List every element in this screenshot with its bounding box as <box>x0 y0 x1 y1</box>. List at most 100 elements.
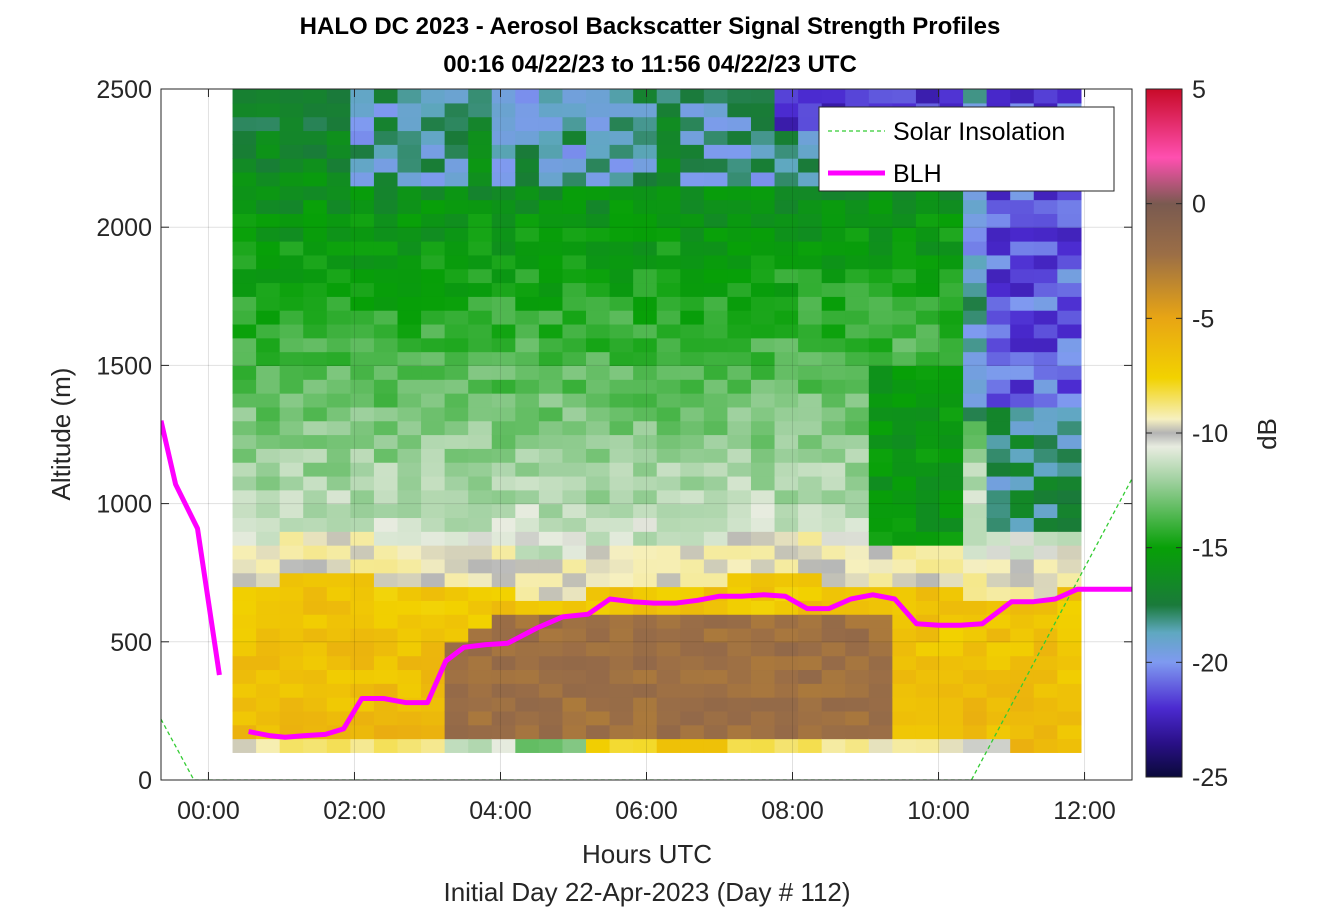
heatmap-cell <box>727 241 752 256</box>
heatmap-cell <box>256 503 281 519</box>
heatmap-cell <box>1010 489 1035 505</box>
heatmap-cell <box>680 641 705 657</box>
heatmap-cell <box>421 614 446 629</box>
heatmap-cell <box>562 738 587 753</box>
heatmap-cell <box>915 213 941 228</box>
heatmap-cell <box>1057 558 1082 574</box>
heatmap-cell <box>986 420 1011 436</box>
heatmap-cell <box>609 697 634 712</box>
heatmap-cell <box>515 558 540 574</box>
heatmap-cell <box>892 282 917 297</box>
heatmap-cell <box>892 227 917 242</box>
heatmap-cell <box>986 213 1011 228</box>
heatmap-cell <box>562 420 587 436</box>
heatmap-cell <box>703 627 729 643</box>
heatmap-cell <box>656 213 681 228</box>
heatmap-cell <box>915 710 941 726</box>
heatmap-cell <box>821 268 846 284</box>
heatmap-cell <box>421 241 446 256</box>
heatmap-cell <box>491 282 516 297</box>
heatmap-cell <box>868 227 893 242</box>
heatmap-cell <box>680 254 705 270</box>
heatmap-cell <box>1057 213 1082 228</box>
heatmap-cell <box>845 379 870 394</box>
heatmap-cell <box>421 116 446 132</box>
heatmap-cell <box>656 724 681 740</box>
heatmap-cell <box>232 89 257 104</box>
heatmap-cell <box>279 185 304 201</box>
heatmap-cell <box>373 351 399 366</box>
heatmap-cell <box>1057 351 1082 366</box>
heatmap-cell <box>633 669 658 684</box>
heatmap-cell <box>703 710 729 726</box>
heatmap-cell <box>1033 517 1058 532</box>
heatmap-cell <box>845 531 870 546</box>
heatmap-cell <box>939 724 964 740</box>
heatmap-cell <box>986 351 1011 366</box>
heatmap-cell <box>1033 627 1058 643</box>
x-tick-label: 06:00 <box>615 797 678 825</box>
heatmap-cell <box>680 489 705 505</box>
heatmap-cell <box>609 199 634 214</box>
heatmap-cell <box>562 489 587 505</box>
heatmap-cell <box>373 614 399 629</box>
heatmap-cell <box>939 738 964 753</box>
heatmap-cell <box>350 558 375 574</box>
heatmap-cell <box>397 558 422 574</box>
colorbar: 50-5-10-15-20-25 dB <box>1145 76 1282 792</box>
heatmap-cell <box>350 254 375 270</box>
heatmap-cell <box>303 393 328 408</box>
heatmap-cell <box>515 586 540 601</box>
heatmap-cell <box>845 503 870 519</box>
heatmap-cell <box>491 102 516 118</box>
heatmap-cell <box>1057 572 1082 588</box>
heatmap-cell <box>397 199 422 214</box>
heatmap-cell <box>633 323 658 339</box>
heatmap-cell <box>1057 489 1082 505</box>
heatmap-cell <box>656 462 681 477</box>
heatmap-cell <box>845 393 870 408</box>
legend[interactable]: Solar Insolation BLH <box>818 106 1115 192</box>
heatmap-cell <box>703 296 729 311</box>
y-tick-label: 2500 <box>96 76 152 104</box>
heatmap-cell <box>326 144 351 159</box>
heatmap-cell <box>892 448 917 463</box>
heatmap-cell <box>868 199 893 214</box>
heatmap-cell <box>656 227 681 242</box>
heatmap-cell <box>397 724 422 740</box>
heatmap-cell <box>915 393 941 408</box>
heatmap-cell <box>963 489 988 505</box>
heatmap-cell <box>774 503 799 519</box>
heatmap-cell <box>468 296 493 311</box>
heatmap-cell <box>963 448 988 463</box>
heatmap-cell <box>444 683 469 698</box>
heatmap-cell <box>350 102 375 118</box>
heatmap-cell <box>798 641 823 657</box>
heatmap-cell <box>232 710 257 726</box>
heatmap-cell <box>1033 710 1058 726</box>
heatmap-cell <box>232 545 257 560</box>
heatmap-cell <box>963 241 988 256</box>
heatmap-cell <box>727 89 752 104</box>
heatmap-cell <box>1033 296 1058 311</box>
heatmap-cell <box>256 337 281 353</box>
heatmap-cell <box>586 337 611 353</box>
heatmap-cell <box>727 475 752 491</box>
heatmap-cell <box>633 296 658 311</box>
heatmap-cell <box>1033 503 1058 519</box>
heatmap-cell <box>279 337 304 353</box>
series-blh <box>248 586 1132 740</box>
heatmap-cell <box>515 503 540 519</box>
heatmap-cell <box>1033 641 1058 657</box>
heatmap-cell <box>232 241 257 256</box>
heatmap-cell <box>515 420 540 436</box>
heatmap-cell <box>892 434 917 449</box>
heatmap-cell <box>468 213 493 228</box>
heatmap-cell <box>421 268 446 284</box>
heatmap-cell <box>680 310 705 325</box>
heatmap-cell <box>986 641 1011 657</box>
heatmap-cell <box>279 558 304 574</box>
heatmap-cell <box>515 572 540 588</box>
heatmap-cell <box>421 282 446 297</box>
heatmap-cell <box>609 738 634 753</box>
